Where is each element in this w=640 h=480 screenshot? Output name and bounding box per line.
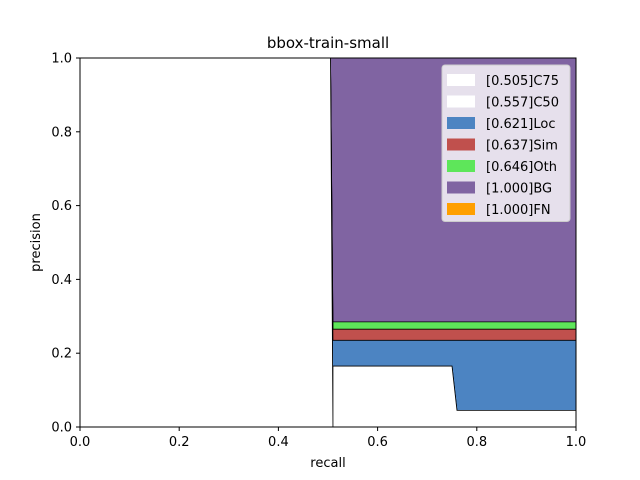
- legend-swatch: [447, 138, 475, 151]
- legend-label: [0.646]Oth: [486, 160, 557, 175]
- y-tick-label: 0.6: [51, 199, 72, 214]
- x-tick-label: 0.0: [70, 435, 91, 450]
- chart-title: bbox-train-small: [267, 34, 389, 52]
- plot-frame: [79, 57, 577, 428]
- y-tick-label: 0.2: [51, 347, 72, 362]
- legend-swatch: [447, 203, 475, 215]
- area-0-505-c75: [80, 58, 576, 427]
- legend-label: [0.621]Loc: [486, 117, 555, 132]
- y-tick-label: 0.0: [51, 421, 72, 436]
- x-axis-title: recall: [310, 456, 345, 471]
- legend: [0.505]C75 [0.557]C50 [0.621]Loc [0.637]Sim…: [441, 64, 571, 222]
- legend-label: [0.637]Sim: [486, 139, 558, 154]
- x-tick-label: 0.8: [466, 435, 487, 450]
- legend-label: [0.505]C75: [486, 74, 559, 89]
- legend-label: [1.000]FN: [486, 203, 551, 218]
- y-tick-label: 0.8: [51, 125, 72, 140]
- y-axis-title: precision: [29, 213, 44, 272]
- legend-swatch: [447, 160, 475, 172]
- legend-label: [0.557]C50: [486, 96, 559, 111]
- legend-label: [1.000]BG: [486, 182, 552, 197]
- legend-swatch: [447, 95, 475, 108]
- y-axis: 0.0 0.2 0.4 0.6 0.8 1.0: [51, 52, 80, 436]
- legend-swatch: [447, 117, 475, 129]
- x-tick-label: 0.2: [169, 435, 190, 450]
- x-tick-label: 1.0: [566, 435, 587, 450]
- legend-swatch: [447, 74, 475, 86]
- legend-swatch: [447, 181, 475, 194]
- y-tick-label: 0.4: [51, 273, 72, 288]
- y-tick-label: 1.0: [51, 52, 72, 67]
- plot-areas: [80, 57, 576, 428]
- x-tick-label: 0.6: [367, 435, 388, 450]
- x-tick-label: 0.4: [268, 435, 289, 450]
- x-axis: 0.0 0.2 0.4 0.6 0.8 1.0: [70, 427, 587, 450]
